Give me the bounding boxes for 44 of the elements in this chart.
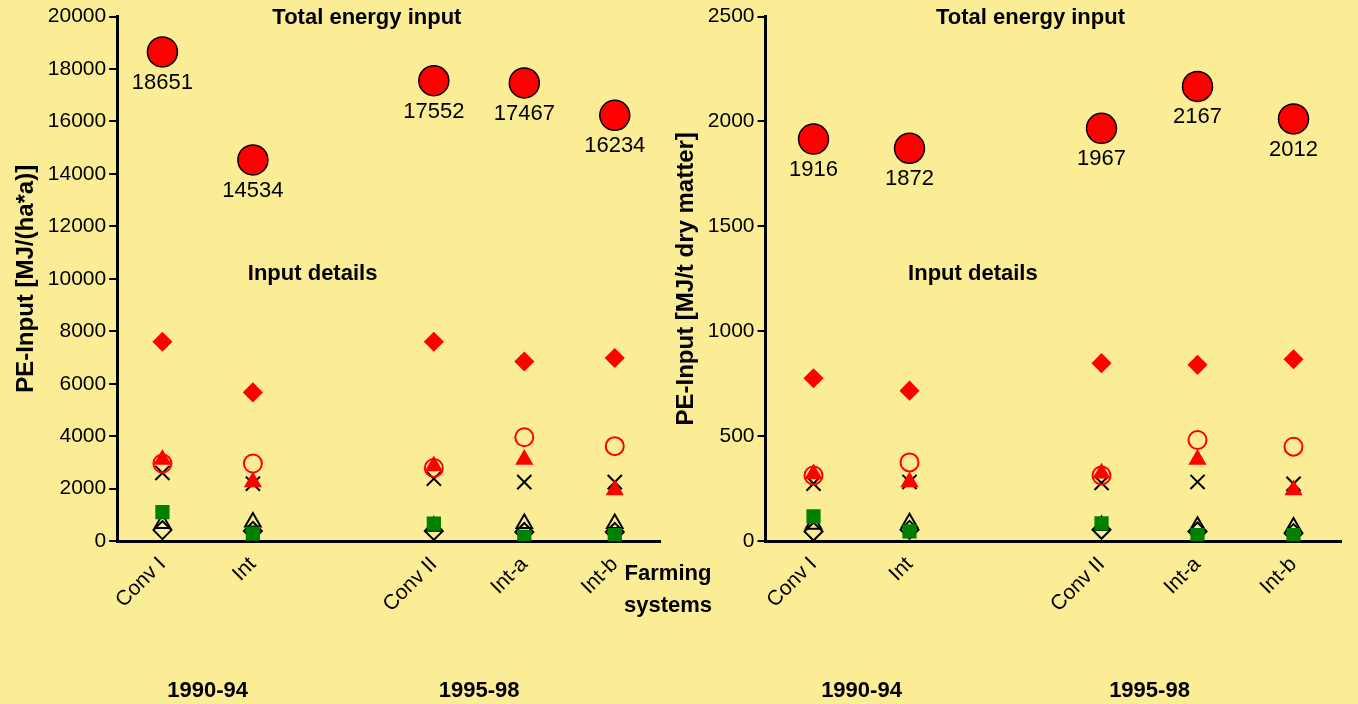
chart-title: Total energy input	[935, 3, 1126, 29]
y-tick-label: 1000	[707, 318, 755, 342]
y-tick-label: 14000	[47, 160, 107, 184]
data-label: 16234	[584, 132, 646, 158]
data-label: 18651	[131, 68, 194, 94]
y-tick-label: 20000	[47, 3, 107, 27]
text: 1995-98	[1109, 677, 1190, 703]
chart-title: Total energy input	[272, 3, 463, 29]
data-label: 1872	[885, 165, 934, 191]
y-tick-label: 4000	[59, 423, 107, 447]
text: 1995-98	[438, 677, 520, 703]
text: 1990-94	[167, 677, 249, 703]
x-tick-label: Int-a	[485, 551, 532, 598]
x-tick-label: Int	[227, 551, 260, 585]
x-tick-label: Int-b	[1254, 551, 1301, 598]
y-tick-label: 1500	[707, 213, 755, 237]
y-tick-label: 2000	[707, 108, 755, 132]
data-label: 1967	[1077, 145, 1126, 171]
y-axis-title: PE-Input [MJ/t dry matter]	[671, 132, 699, 426]
data-label: 17467	[493, 100, 555, 126]
x-tick-label: Int-a	[1158, 551, 1205, 598]
y-tick-label: 6000	[59, 370, 107, 394]
y-tick-label: 12000	[47, 213, 107, 237]
x-tick-label: Int	[883, 551, 917, 585]
y-tick-label: 8000	[59, 318, 107, 342]
data-label: 1916	[789, 156, 838, 182]
y-tick-label: 500	[719, 423, 755, 447]
x-tick-label: Int-b	[575, 551, 622, 598]
y-tick-label: 2500	[707, 3, 755, 27]
annotation: Input details	[908, 259, 1038, 285]
y-tick-label: 0	[94, 527, 107, 551]
y-tick-label: 0	[742, 527, 755, 551]
annotation: Input details	[247, 259, 378, 285]
y-axis-title: PE-Input [MJ/(ha*a)]	[11, 164, 39, 393]
y-tick-label: 2000	[59, 475, 107, 499]
data-label: 14534	[222, 176, 284, 202]
data-label: 2167	[1173, 103, 1222, 129]
data-label: 2012	[1269, 135, 1318, 161]
text: 1990-94	[821, 677, 903, 703]
data-label: 17552	[403, 97, 465, 123]
y-tick-label: 16000	[47, 108, 107, 132]
y-tick-label: 18000	[47, 55, 107, 79]
y-tick-label: 10000	[47, 265, 107, 289]
x-axis-title: Farming systems	[623, 560, 713, 618]
